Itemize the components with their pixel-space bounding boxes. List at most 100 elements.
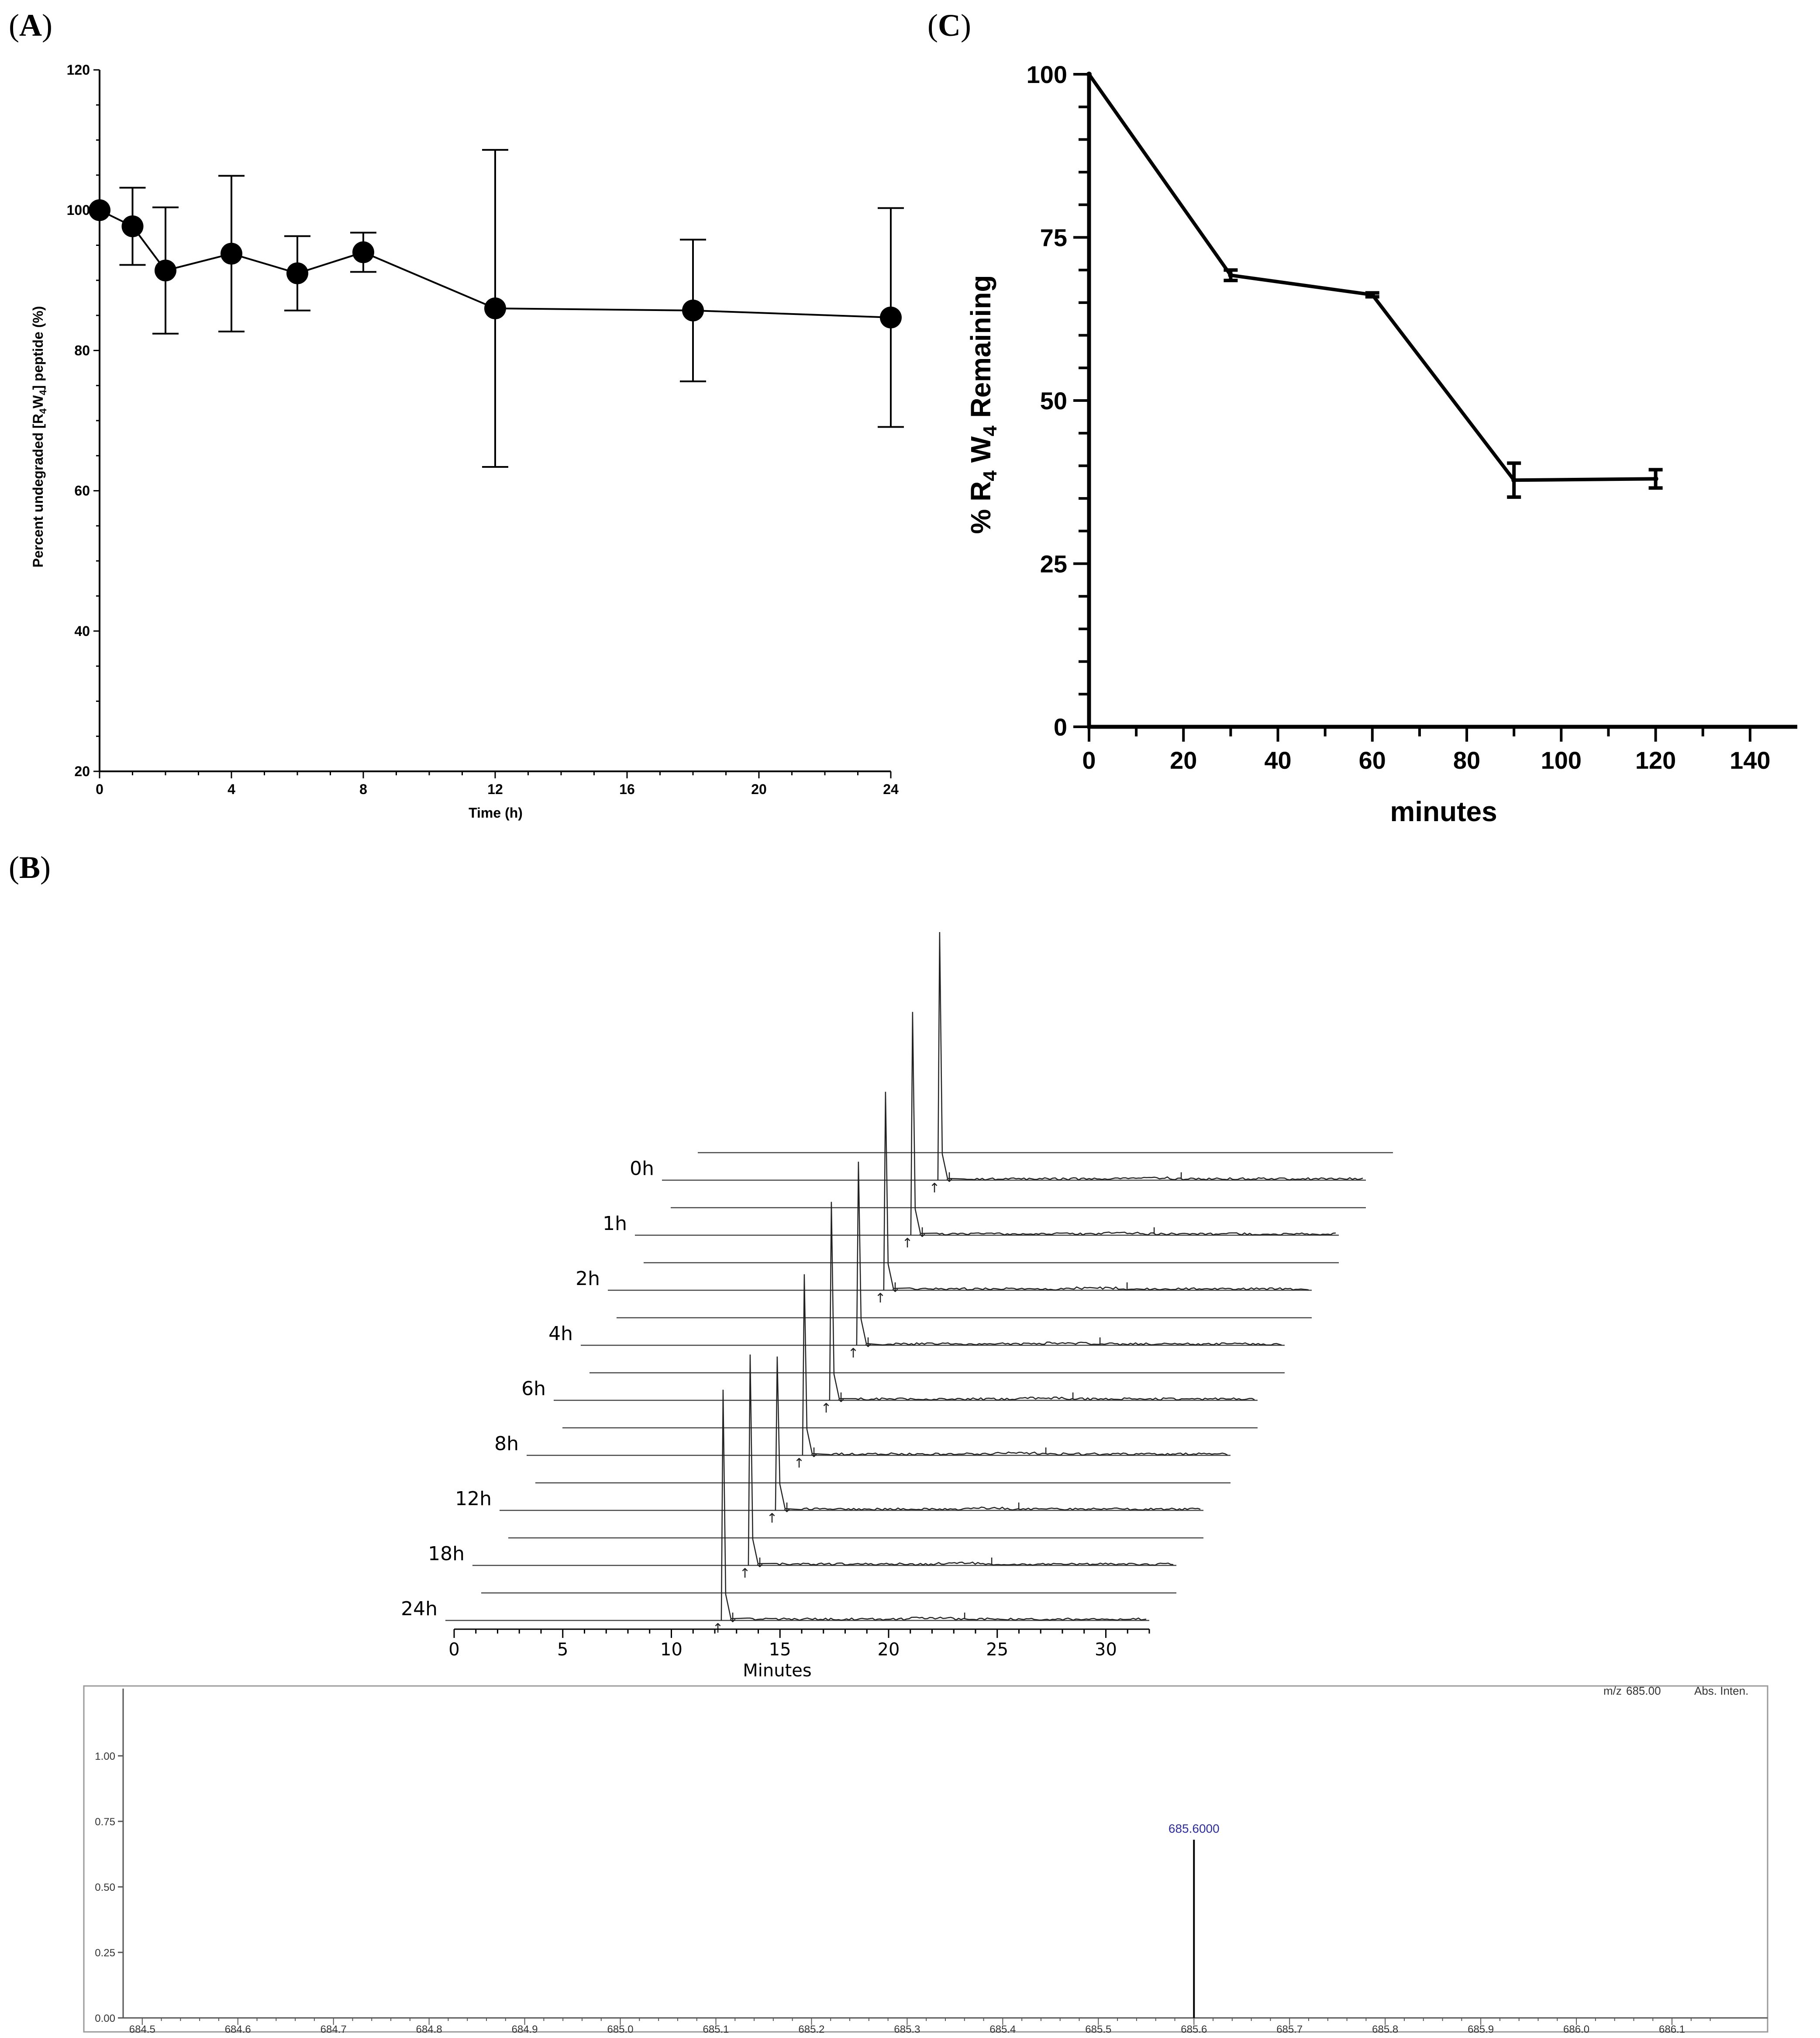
- ms-x-tick-label: 684.5: [129, 2024, 155, 2035]
- ms-x-tick-label: 686.1: [1659, 2024, 1685, 2035]
- chart-c-y-tick-label: 25: [1040, 550, 1067, 578]
- chart-a-y-tick-label: 100: [67, 202, 90, 218]
- ms-x-tick-label: 685.7: [1276, 2024, 1303, 2035]
- chart-b-series-label: 12h: [455, 1488, 492, 1510]
- ms-x-tick-label: 685.8: [1372, 2024, 1398, 2035]
- chart-c-x-tick-label: 80: [1453, 746, 1480, 774]
- panel-c-label: (C): [927, 8, 971, 43]
- chart-b-trace: [883, 1092, 1309, 1291]
- chart-c-x-tick-label: 100: [1541, 746, 1582, 774]
- chart-a-data-point: [221, 242, 242, 265]
- chart-c-ylabel: % R4 W4 Remaining: [965, 275, 1001, 534]
- chart-b-trace: [775, 1356, 1201, 1511]
- chart-a-x-tick-label: 4: [228, 781, 235, 797]
- ms-frame: [83, 1685, 1768, 2033]
- chart-a-x-tick-label: 8: [359, 781, 367, 797]
- chart-a-y-tick-label: 40: [74, 623, 90, 639]
- chart-b-arrow-up-icon: ↑: [793, 1456, 804, 1471]
- chart-a-y-tick-label: 120: [67, 62, 90, 78]
- chart-c-y-tick-label: 75: [1040, 224, 1067, 252]
- chart-b-arrow-down-icon: ↓: [835, 1390, 846, 1406]
- ms-x-tick-label: 685.6: [1181, 2024, 1207, 2035]
- chart-a: 20 40 60 80 100 120 0 4 8 12 16 20 24 Time (h) Perce…: [30, 62, 904, 821]
- chart-a-x-tick-label: 20: [751, 781, 767, 797]
- chart-c-marks: [1086, 72, 1663, 499]
- ms-x-tick-label: 684.7: [321, 2024, 347, 2035]
- chart-c-x-tick-label: 20: [1170, 746, 1197, 774]
- chart-b-xlabel: Minutes: [743, 1661, 811, 1681]
- chart-b-axis: 0 5 10 15 20 25 30: [448, 1628, 1150, 1660]
- chart-a-x-tick-label: 12: [487, 781, 503, 797]
- chart-b-arrow-up-icon: ↑: [739, 1566, 750, 1581]
- chart-c-x-tick-label: 0: [1082, 746, 1096, 774]
- chart-a-data-point: [155, 259, 176, 282]
- ms-x-tick-label: 685.9: [1468, 2024, 1494, 2035]
- chart-b-series-label: 0h: [630, 1157, 654, 1180]
- chart-a-axes: 20 40 60 80 100 120 0 4 8 12 16 20 24: [67, 62, 899, 797]
- chart-b-arrow-up-icon: ↑: [820, 1401, 831, 1416]
- ms-x-tick-label: 684.9: [512, 2024, 538, 2035]
- chart-a-y-tick-label: 80: [74, 342, 90, 358]
- chart-b-arrow-up-icon: ↑: [929, 1181, 940, 1196]
- chart-b: ↑↓0h↑↓1h↑↓2h↑↓4h↑↓6h↑↓8h↑↓12h↑↓18h↑↓24h …: [401, 932, 1393, 1681]
- chart-b-x-tick-label: 25: [986, 1640, 1008, 1660]
- chart-a-data-point: [880, 306, 902, 328]
- chart-c-x-tick-label: 120: [1635, 746, 1676, 774]
- chart-b-series-label: 1h: [603, 1212, 627, 1235]
- chart-b-series-label: 8h: [494, 1433, 519, 1455]
- chart-ms: 0.00 0.25 0.50 0.75 1.00 684.5 684.6 684.7 684.8…: [83, 1684, 1768, 2035]
- chart-c-x-tick-label: 60: [1359, 746, 1386, 774]
- chart-b-series-label: 24h: [401, 1598, 438, 1620]
- chart-c: 0 25 50 75 100 0 20 40 60 80 100 120 140 minutes % R…: [965, 61, 1797, 827]
- chart-c-y-tick-label: 0: [1054, 713, 1067, 741]
- ms-x-tick-label: 685.3: [894, 2024, 920, 2035]
- chart-b-trace: [829, 1202, 1255, 1401]
- chart-b-series-label: 2h: [576, 1268, 600, 1290]
- chart-b-x-tick-label: 20: [878, 1640, 900, 1660]
- chart-a-data-point: [286, 262, 308, 284]
- chart-c-data-point: [1086, 72, 1092, 77]
- chart-c-y-tick-label: 100: [1027, 61, 1067, 88]
- ms-y-tick-label: 0.25: [95, 1947, 115, 1959]
- chart-b-arrow-down-icon: ↓: [781, 1500, 792, 1516]
- chart-b-arrow-up-icon: ↑: [875, 1291, 886, 1306]
- chart-b-arrow-up-icon: ↑: [848, 1346, 858, 1361]
- ms-x-tick-label: 685.1: [703, 2024, 729, 2035]
- ms-header-int: Abs. Inten.: [1694, 1684, 1748, 1697]
- chart-c-xlabel: minutes: [1390, 796, 1497, 827]
- chart-b-x-tick-label: 5: [557, 1640, 568, 1660]
- chart-a-y-tick-label: 20: [74, 763, 90, 779]
- chart-a-data-point: [682, 299, 704, 321]
- ms-x-tick-label: 684.6: [225, 2024, 251, 2035]
- ms-y-tick-label: 0.00: [95, 2013, 115, 2024]
- chart-b-arrow-down-icon: ↓: [754, 1555, 765, 1571]
- ms-axes: 0.00 0.25 0.50 0.75 1.00 684.5 684.6 684.7 684.8…: [95, 1689, 1768, 2035]
- chart-b-trace: [937, 932, 1363, 1181]
- chart-a-data-point: [121, 215, 144, 238]
- chart-c-axes: 0 25 50 75 100 0 20 40 60 80 100 120 140: [1027, 61, 1797, 774]
- chart-a-data-point: [484, 297, 506, 320]
- panel-a-label: (A): [9, 8, 52, 43]
- ms-header-value: 685.00: [1626, 1684, 1661, 1697]
- chart-b-trace: [748, 1354, 1174, 1566]
- chart-b-x-tick-label: 30: [1095, 1640, 1117, 1660]
- chart-b-trace: [720, 1389, 1147, 1621]
- chart-a-ylabel: Percent undegraded [R4W4] peptide (%): [30, 306, 48, 568]
- ms-x-tick-label: 685.2: [798, 2024, 824, 2035]
- chart-a-marks: [89, 149, 904, 468]
- chart-b-arrow-down-icon: ↓: [889, 1280, 900, 1295]
- ms-marks: 685.6000: [1169, 1822, 1220, 2018]
- chart-a-data-point: [89, 199, 110, 221]
- chart-a-x-tick-label: 24: [883, 781, 899, 797]
- panel-b-label: (B): [9, 850, 51, 885]
- chart-b-arrow-down-icon: ↓: [944, 1170, 955, 1185]
- chart-b-series-label: 18h: [428, 1543, 465, 1565]
- chart-b-arrow-up-icon: ↑: [902, 1236, 913, 1251]
- chart-b-x-tick-label: 10: [660, 1640, 682, 1660]
- chart-b-arrow-up-icon: ↑: [766, 1511, 777, 1526]
- ms-x-tick-label: 685.4: [989, 2024, 1016, 2035]
- chart-b-trace: [856, 1161, 1282, 1346]
- chart-b-arrow-down-icon: ↓: [862, 1335, 873, 1351]
- chart-b-arrow-down-icon: ↓: [727, 1610, 738, 1626]
